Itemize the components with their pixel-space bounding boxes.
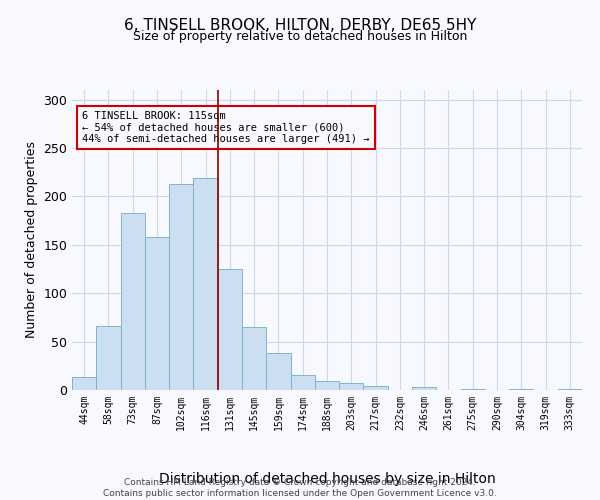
- Bar: [315, 382, 339, 390]
- Bar: [193, 178, 218, 390]
- Bar: [412, 387, 436, 390]
- Bar: [364, 386, 388, 390]
- Bar: [558, 389, 582, 390]
- Text: Size of property relative to detached houses in Hilton: Size of property relative to detached ho…: [133, 30, 467, 43]
- Bar: [218, 269, 242, 390]
- Text: Contains HM Land Registry data © Crown copyright and database right 2024.
Contai: Contains HM Land Registry data © Crown c…: [103, 478, 497, 498]
- Bar: [145, 237, 169, 390]
- Bar: [266, 353, 290, 390]
- Bar: [169, 184, 193, 390]
- Bar: [339, 383, 364, 390]
- Bar: [121, 213, 145, 390]
- X-axis label: Distribution of detached houses by size in Hilton: Distribution of detached houses by size …: [158, 472, 496, 486]
- Bar: [96, 326, 121, 390]
- Bar: [242, 327, 266, 390]
- Text: 6 TINSELL BROOK: 115sqm
← 54% of detached houses are smaller (600)
44% of semi-d: 6 TINSELL BROOK: 115sqm ← 54% of detache…: [82, 111, 370, 144]
- Bar: [290, 376, 315, 390]
- Bar: [461, 389, 485, 390]
- Text: 6, TINSELL BROOK, HILTON, DERBY, DE65 5HY: 6, TINSELL BROOK, HILTON, DERBY, DE65 5H…: [124, 18, 476, 32]
- Y-axis label: Number of detached properties: Number of detached properties: [25, 142, 38, 338]
- Bar: [72, 378, 96, 390]
- Bar: [509, 389, 533, 390]
